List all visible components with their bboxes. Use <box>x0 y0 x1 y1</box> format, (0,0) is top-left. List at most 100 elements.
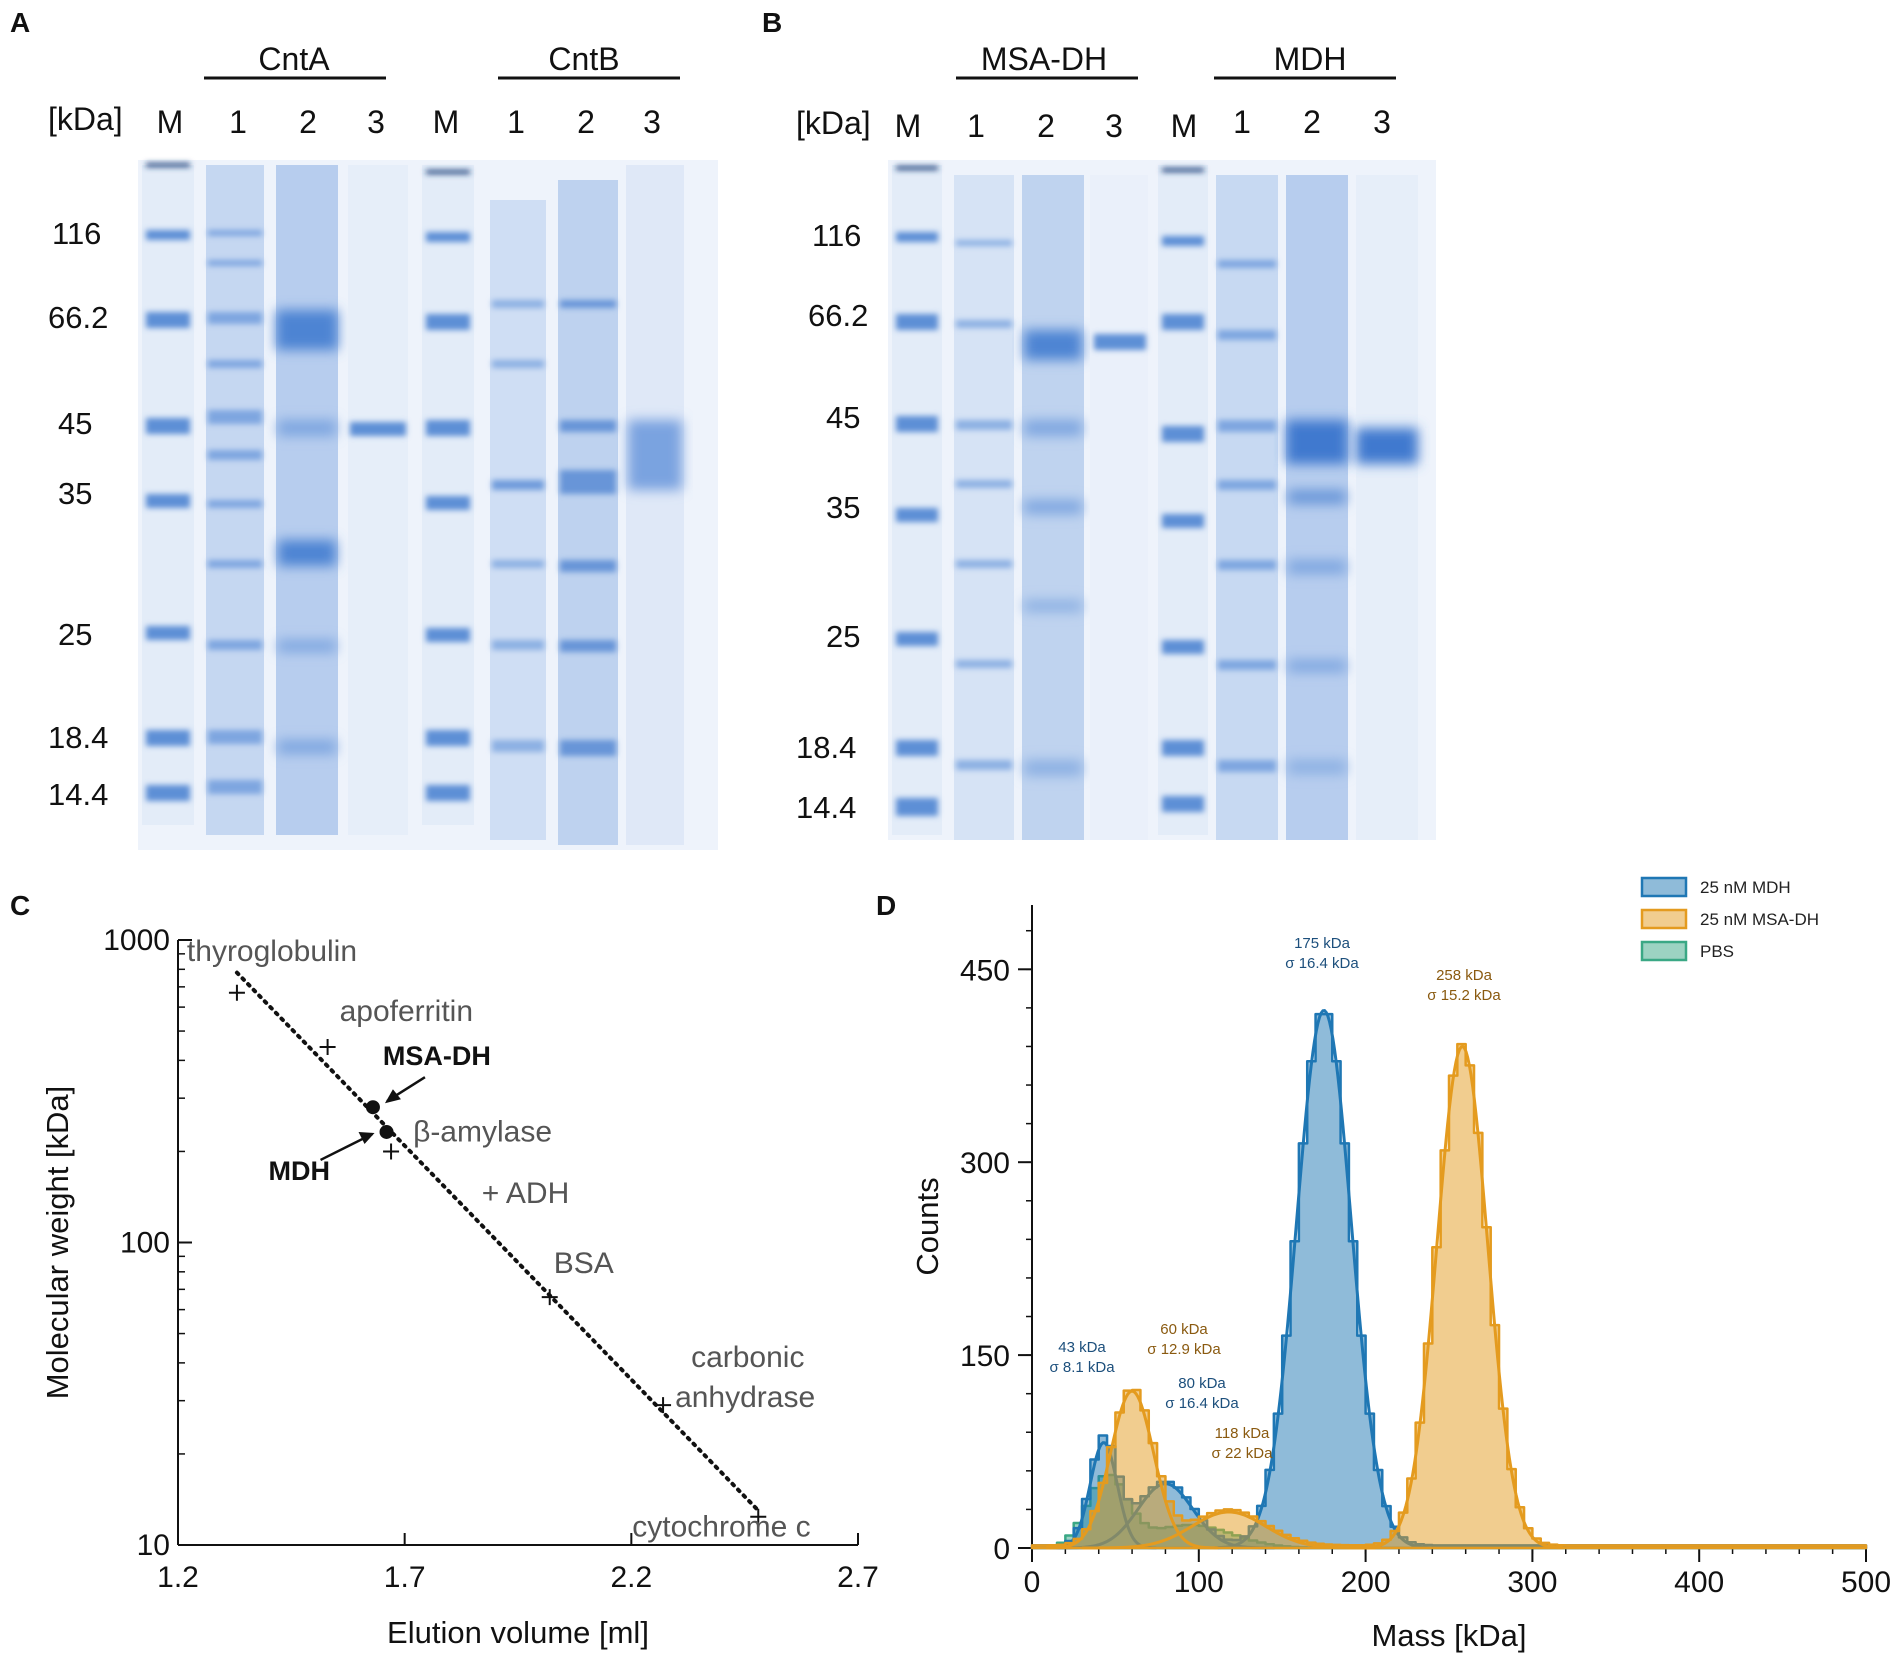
chart-c-x-tick-label: 1.7 <box>384 1561 426 1594</box>
chart-c-standard-label: cytochrome c <box>632 1511 810 1544</box>
gel-a-group-cntb: CntB <box>548 41 619 77</box>
chart-d-annotation-sigma: σ 15.2 kDa <box>1427 987 1501 1004</box>
chart-c-x-tick-label: 2.7 <box>837 1561 879 1594</box>
chart-c-sample-label: MSA-DH <box>383 1041 491 1071</box>
chart-c-standard-point <box>319 1038 336 1055</box>
chart-d-annotation-mass: 118 kDa <box>1215 1425 1270 1442</box>
gel-b-marker-35: 35 <box>826 490 860 525</box>
gel-b-lanes <box>892 165 1418 840</box>
gel-b-group-msadh: MSA-DH <box>981 41 1107 77</box>
gel-b-marker-45: 45 <box>826 400 860 435</box>
chart-d-annotation-mass: 175 kDa <box>1294 935 1351 952</box>
gel-a-marker-116: 116 <box>52 216 101 251</box>
panel-b-letter: B <box>762 7 782 38</box>
chart-d-annotation-mass: 60 kDa <box>1160 1321 1208 1338</box>
chart-c-standard-label: β-amylase <box>413 1115 552 1148</box>
chart-c-sample-arrowhead <box>384 1089 401 1104</box>
chart-c: 10 100 1000 1.2 1.7 2.2 2.7 Elution volume [ml]… <box>40 924 879 1650</box>
chart-c-standard-point <box>655 1397 672 1414</box>
chart-c-sample-point <box>379 1124 394 1139</box>
chart-c-y-tick-label: 100 <box>120 1227 170 1260</box>
gel-b-lane-m2: M <box>1171 108 1198 144</box>
chart-d-annotation-sigma: σ 12.9 kDa <box>1147 1341 1221 1358</box>
chart-d-annotation-sigma: σ 8.1 kDa <box>1049 1359 1115 1376</box>
chart-d-annotation-sigma: σ 16.4 kDa <box>1285 955 1359 972</box>
gel-b-lane-msadh-1: 1 <box>967 108 985 144</box>
chart-d-x-tick-label: 100 <box>1174 1566 1224 1599</box>
chart-c-standard-point <box>228 984 245 1001</box>
gel-b-lane-mdh-1: 1 <box>1233 104 1251 140</box>
chart-c-x-tick-label: 2.2 <box>610 1561 652 1594</box>
gel-a-lane-m2: M <box>433 104 460 140</box>
chart-d-fit-curve <box>1360 1044 1563 1550</box>
chart-d-y-label: Counts <box>910 1177 945 1275</box>
gel-b-lane-m1-strip <box>892 165 942 835</box>
gel-a-group-cnta: CntA <box>258 41 330 77</box>
chart-c-y-tick-label: 10 <box>137 1529 170 1562</box>
chart-c-standard-label: apoferritin <box>340 995 473 1028</box>
gel-a-lane-cntb-2: 2 <box>577 104 595 140</box>
chart-d-y-tick-label: 0 <box>993 1533 1010 1566</box>
gel-a-lane-m1: M <box>157 104 184 140</box>
gel-a-lane-cnta-3: 3 <box>367 104 385 140</box>
gel-b-lane-mdh-1-strip <box>1216 175 1278 840</box>
panel-a-letter: A <box>10 7 30 38</box>
chart-d-x-tick-label: 0 <box>1024 1566 1041 1599</box>
panel-c-letter: C <box>10 890 30 921</box>
chart-d-y-tick-label: 450 <box>960 954 1010 987</box>
gel-b-lane-m1: M <box>895 108 922 144</box>
gel-b-marker-25: 25 <box>826 619 860 654</box>
gel-b-kda-unit: [kDa] <box>796 105 871 141</box>
gel-a-lane-cnta-1: 1 <box>229 104 247 140</box>
chart-d-annotation-mass: 43 kDa <box>1058 1339 1106 1356</box>
gel-b-lane-mdh-3: 3 <box>1373 104 1391 140</box>
chart-c-x-label: Elution volume [ml] <box>387 1615 649 1650</box>
gel-b-lane-msadh-3: 3 <box>1105 108 1123 144</box>
gel-b-lane-mdh-2-strip <box>1286 175 1348 840</box>
gel-a-marker-45: 45 <box>58 406 92 441</box>
chart-d-legend-label: 25 nM MSA-DH <box>1700 910 1819 929</box>
gel-b-lane-msadh-1-strip <box>954 175 1014 840</box>
gel-a-marker-25: 25 <box>58 617 92 652</box>
chart-d-x-label: Mass [kDa] <box>1371 1618 1526 1653</box>
chart-d-x-tick-label: 300 <box>1507 1566 1557 1599</box>
gel-a-lane-cntb-1: 1 <box>507 104 525 140</box>
chart-c-standard-point <box>541 1289 558 1306</box>
chart-c-y-tick-label: 1000 <box>103 924 170 957</box>
gel-a-lanes <box>142 163 684 845</box>
gel-b-marker-116: 116 <box>812 218 861 253</box>
gel-b-marker-18: 18.4 <box>796 730 856 765</box>
panel-a: A CntA CntB [kDa] M 1 2 3 M 1 2 3 116 66… <box>10 7 718 850</box>
panel-d-letter: D <box>876 890 896 921</box>
chart-d-histogram-1 <box>1030 1042 1868 1550</box>
chart-c-standard-label: anhydrase <box>675 1381 815 1414</box>
gel-a-marker-35: 35 <box>58 476 92 511</box>
gel-a-lane-cnta-3-strip <box>348 165 408 835</box>
panel-d: D 0 150 300 450 0 100 200 300 400 500 Mass [kDa] Co… <box>876 876 1891 1653</box>
chart-c-standard-label: + ADH <box>482 1177 570 1210</box>
chart-c-fit-line <box>234 970 761 1513</box>
chart-d-x-tick-label: 500 <box>1841 1566 1891 1599</box>
gel-a-marker-14: 14.4 <box>48 777 108 812</box>
gel-a-marker-66: 66.2 <box>48 300 108 335</box>
gel-a-lane-m2-strip <box>422 165 474 825</box>
gel-a-lane-cntb-2-strip <box>558 180 618 845</box>
chart-c-sample-label: MDH <box>269 1156 331 1186</box>
gel-b-lane-m2-strip <box>1158 165 1208 835</box>
gel-b-lane-msadh-3-strip <box>1090 175 1148 840</box>
gel-b-marker-14: 14.4 <box>796 790 856 825</box>
gel-a-marker-18: 18.4 <box>48 720 108 755</box>
chart-c-standard-label: carbonic <box>691 1341 804 1374</box>
chart-c-x-tick-label: 1.2 <box>157 1561 199 1594</box>
chart-d-fit-curve <box>1082 1510 1376 1550</box>
gel-b-marker-66: 66.2 <box>808 298 868 333</box>
chart-d-fit-curve <box>1045 1389 1218 1550</box>
chart-d-y-tick-label: 150 <box>960 1340 1010 1373</box>
chart-d-x-tick-label: 200 <box>1341 1566 1391 1599</box>
chart-d-legend-swatch <box>1640 940 1688 962</box>
chart-d: 0 150 300 450 0 100 200 300 400 500 Mass [kDa] Coun… <box>910 876 1891 1653</box>
chart-c-standard-point <box>383 1143 400 1160</box>
gel-a-lane-cntb-3: 3 <box>643 104 661 140</box>
chart-c-sample-arrowhead <box>358 1131 375 1144</box>
